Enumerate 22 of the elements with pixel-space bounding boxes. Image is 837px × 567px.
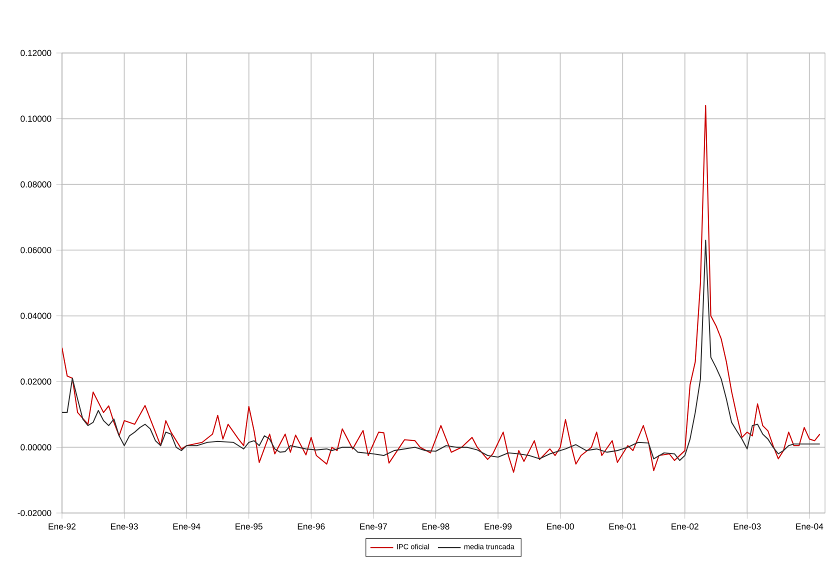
x-tick-label: Ene-98: [422, 523, 450, 530]
y-tick-label: -0.02000: [18, 510, 52, 516]
x-tick-label: Ene-01: [609, 523, 636, 530]
x-tick-label: Ene-03: [734, 523, 761, 530]
y-tick-label: 0.10000: [20, 116, 52, 122]
x-tick-label: Ene-02: [672, 523, 698, 530]
y-tick-label: 0.12000: [20, 50, 52, 56]
x-tick-label: Ene-93: [111, 523, 138, 530]
x-tick-label: Ene-97: [360, 523, 387, 530]
x-tick-label: Ene-00: [547, 523, 574, 530]
x-tick-label: Ene-95: [236, 523, 262, 530]
x-tick-label: Ene-04: [796, 523, 824, 530]
y-tick-label: 0.04000: [20, 312, 52, 319]
x-tick-label: Ene-96: [298, 523, 325, 530]
x-tick-label: Ene-94: [173, 523, 200, 530]
line-series: [62, 105, 820, 473]
x-tick-label: Ene-92: [48, 523, 76, 530]
x-tick-label: Ene-99: [484, 523, 512, 530]
y-tick-label: 0.00000: [20, 444, 52, 450]
y-tick-label: 0.02000: [20, 378, 52, 385]
y-tick-label: 0.08000: [20, 181, 52, 188]
y-tick-label: 0.06000: [20, 247, 52, 254]
